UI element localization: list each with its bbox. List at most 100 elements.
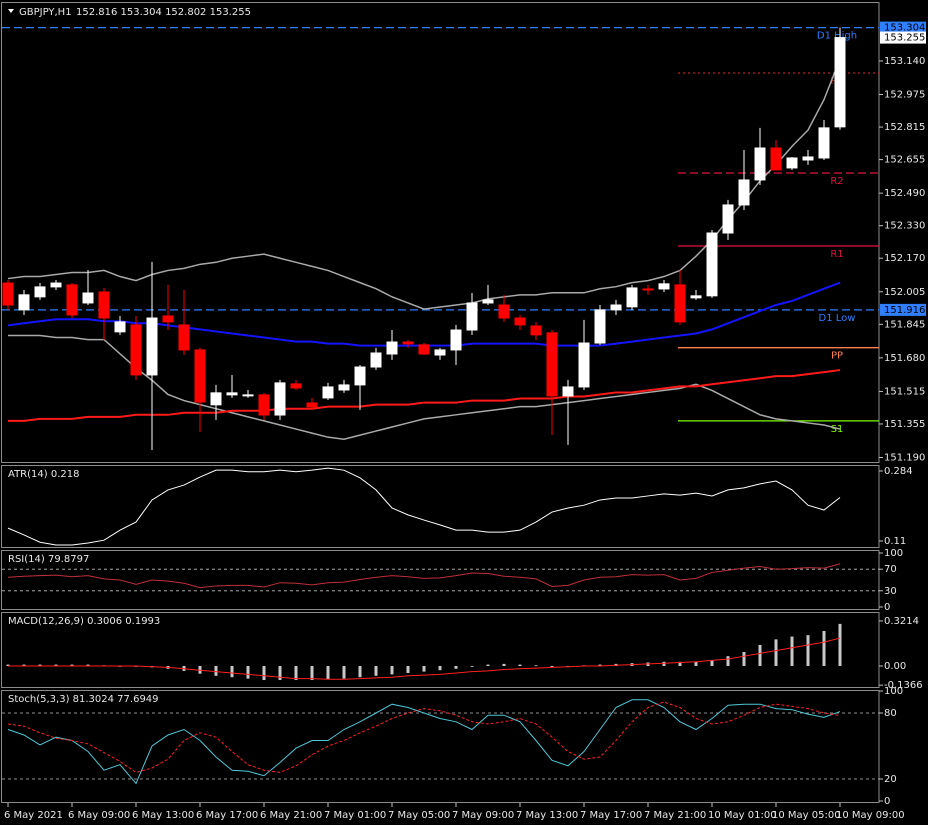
y-tick-label: 152.655: [884, 155, 925, 166]
y-tick-label: 153.140: [884, 56, 925, 67]
histogram-bar: [358, 665, 362, 678]
candle-body: [466, 302, 478, 331]
y-tick-label: 152.330: [884, 221, 925, 232]
y-tick-label: 100: [884, 548, 903, 559]
candle-body: [210, 392, 222, 406]
y-tick-label: 0.3214: [884, 616, 919, 627]
indicator-line: [8, 369, 841, 422]
candle-body: [82, 292, 94, 304]
histogram-bar: [454, 665, 458, 669]
pivot-label: D1 High: [817, 31, 857, 42]
x-tick-label: 7 May 21:00: [644, 810, 706, 821]
histogram-bar: [742, 651, 746, 666]
indicator-line: [7, 58, 841, 310]
pivot-label: PP: [831, 351, 843, 362]
price-box-label: 153.255: [884, 33, 925, 44]
candle-body: [114, 321, 126, 333]
price-box-label: 151.916: [884, 305, 925, 316]
y-tick-label: 152.815: [884, 122, 925, 133]
histogram-bar: [86, 664, 90, 666]
candle-body: [434, 349, 446, 356]
histogram-bar: [278, 665, 282, 681]
candle-body: [786, 157, 798, 169]
x-tick-label: 7 May 13:00: [516, 810, 578, 821]
y-tick-label: 80: [884, 708, 897, 719]
panel-frame: [1, 612, 880, 688]
candle-body: [514, 317, 526, 326]
candle-body: [818, 127, 830, 159]
indicator-line: [7, 701, 841, 773]
histogram-bar: [262, 665, 266, 681]
y-tick-label: -0.1366: [884, 680, 923, 691]
candle-body: [530, 325, 542, 336]
x-tick-label: 6 May 21:00: [260, 810, 322, 821]
histogram-bar: [214, 665, 218, 676]
candle-body: [498, 304, 510, 319]
y-tick-label: 20: [884, 774, 897, 785]
candle-body: [50, 282, 62, 288]
menu-arrow[interactable]: [8, 9, 14, 13]
candle-body: [66, 284, 78, 316]
x-tick-label: 6 May 17:00: [196, 810, 258, 821]
x-tick-label: 10 May 01:00: [708, 810, 777, 821]
price-box: [880, 303, 926, 316]
indicator-title: ATR(14) 0.218: [8, 469, 79, 480]
histogram-bar: [6, 664, 10, 666]
indicator-line: [7, 699, 841, 785]
histogram-bar: [246, 665, 250, 679]
panel-frame: [1, 2, 880, 463]
candle-body: [418, 344, 430, 355]
histogram-bar: [710, 660, 714, 666]
candle-body: [626, 287, 638, 308]
y-tick-label: 70: [884, 564, 897, 575]
y-tick-label: 151.515: [884, 386, 925, 397]
histogram-bar: [758, 644, 762, 666]
indicator-title: MACD(12,26,9) 0.3006 0.1993: [8, 616, 160, 627]
y-tick-label: 0.11: [884, 536, 906, 547]
x-tick-label: 6 May 13:00: [132, 810, 194, 821]
histogram-bar: [422, 665, 426, 672]
y-tick-label: 0: [884, 796, 890, 807]
candle-body: [674, 284, 686, 323]
x-tick-label: 7 May 17:00: [580, 810, 642, 821]
candle-body: [130, 324, 142, 376]
candle-body: [226, 392, 238, 396]
histogram-bar: [806, 635, 810, 666]
x-tick-label: 7 May 01:00: [324, 810, 386, 821]
histogram-bar: [230, 665, 234, 678]
x-tick-label: 6 May 2021: [4, 810, 63, 821]
candle-body: [370, 352, 382, 368]
candle-body: [146, 317, 158, 376]
x-tick-label: 7 May 05:00: [388, 810, 450, 821]
candle-body: [562, 386, 574, 397]
price-box-label: 153.304: [884, 23, 925, 34]
histogram-bar: [294, 665, 298, 681]
candle-body: [690, 295, 702, 299]
y-tick-label: 152.490: [884, 188, 925, 199]
price-box: [880, 31, 926, 44]
histogram-bar: [486, 664, 490, 666]
candle-body: [770, 147, 782, 171]
histogram-bar: [518, 664, 522, 666]
histogram-bar: [774, 639, 778, 666]
histogram-bar: [726, 656, 730, 666]
histogram-bar: [550, 665, 554, 668]
histogram-bar: [438, 665, 442, 671]
candle-body: [610, 304, 622, 311]
candle-body: [34, 286, 46, 298]
y-tick-label: 152.005: [884, 287, 925, 298]
x-tick-label: 10 May 05:00: [772, 810, 841, 821]
candle-body: [402, 341, 414, 345]
candle-body: [194, 349, 206, 403]
candle-body: [834, 37, 846, 128]
symbol-title: GBPJPY,H1: [19, 7, 72, 18]
y-tick-label: 100: [884, 686, 903, 697]
histogram-bar: [38, 664, 42, 666]
histogram-bar: [22, 664, 26, 666]
candle-body: [162, 315, 174, 323]
candle-body: [450, 329, 462, 351]
histogram-bar: [822, 630, 826, 666]
candle-body: [658, 283, 670, 290]
